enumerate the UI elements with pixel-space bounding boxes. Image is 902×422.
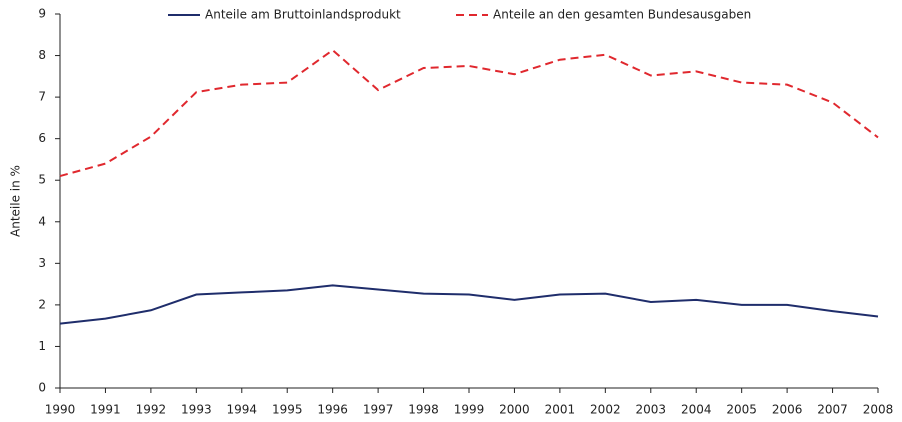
y-tick-label: 4 <box>38 214 46 228</box>
y-tick-label: 9 <box>38 7 46 21</box>
x-tick-label: 2001 <box>545 403 576 417</box>
x-tick-label: 2003 <box>636 403 667 417</box>
x-tick-label: 2000 <box>499 403 530 417</box>
y-tick-label: 2 <box>38 297 46 311</box>
x-tick-label: 2004 <box>681 403 712 417</box>
y-axis-label: Anteile in % <box>9 165 23 237</box>
y-tick-label: 0 <box>38 381 46 395</box>
x-tick-label: 1994 <box>227 403 258 417</box>
series-line <box>59 48 879 178</box>
x-tick-label: 2002 <box>590 403 621 417</box>
x-tick-label: 2005 <box>726 403 757 417</box>
x-tick-label: 1997 <box>363 403 394 417</box>
series-line <box>59 284 879 325</box>
x-tick-label: 1998 <box>408 403 439 417</box>
x-tick-label: 2006 <box>772 403 803 417</box>
x-tick-label: 2008 <box>863 403 894 417</box>
x-tick-label: 1999 <box>454 403 485 417</box>
x-tick-label: 1990 <box>45 403 76 417</box>
y-tick-label: 8 <box>38 48 46 62</box>
y-tick-label: 1 <box>38 339 46 353</box>
y-tick-label: 7 <box>38 90 46 104</box>
y-tick-label: 3 <box>38 256 46 270</box>
legend-label: Anteile an den gesamten Bundesausgaben <box>493 8 751 22</box>
y-tick-label: 6 <box>38 131 46 145</box>
x-tick-label: 1992 <box>136 403 167 417</box>
x-tick-label: 1991 <box>90 403 121 417</box>
y-tick-label: 5 <box>38 173 46 187</box>
x-tick-label: 1996 <box>317 403 348 417</box>
legend-label: Anteile am Bruttoinlandsprodukt <box>205 8 401 22</box>
x-tick-label: 2007 <box>817 403 848 417</box>
x-tick-label: 1995 <box>272 403 303 417</box>
x-tick-label: 1993 <box>181 403 212 417</box>
